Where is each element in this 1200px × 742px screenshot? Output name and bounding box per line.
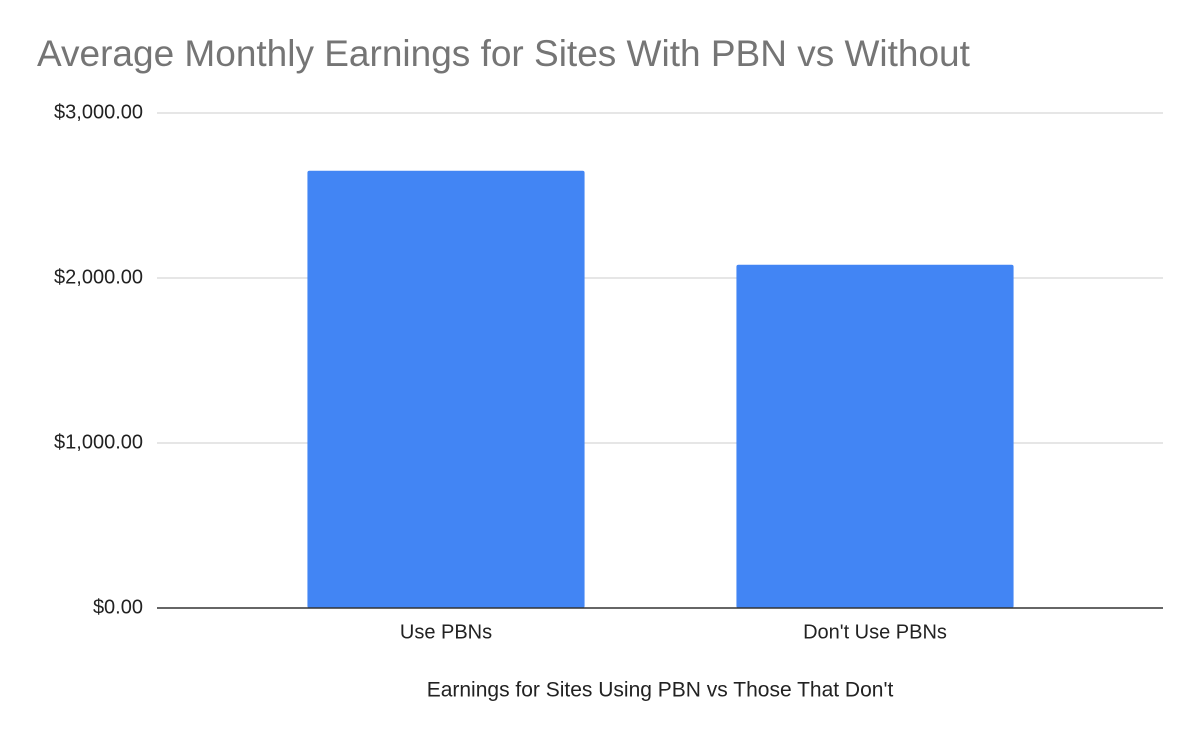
bar (307, 170, 585, 608)
chart-title: Average Monthly Earnings for Sites With … (37, 33, 971, 74)
y-tick-label: $3,000.00 (54, 101, 143, 123)
y-tick-label: $0.00 (93, 596, 143, 618)
x-tick-label: Use PBNs (400, 621, 492, 643)
x-axis-title: Earnings for Sites Using PBN vs Those Th… (427, 679, 894, 702)
y-tick-label: $2,000.00 (54, 266, 143, 288)
y-tick-label: $1,000.00 (54, 431, 143, 453)
x-tick-label: Don't Use PBNs (803, 621, 947, 643)
bar (736, 264, 1014, 608)
